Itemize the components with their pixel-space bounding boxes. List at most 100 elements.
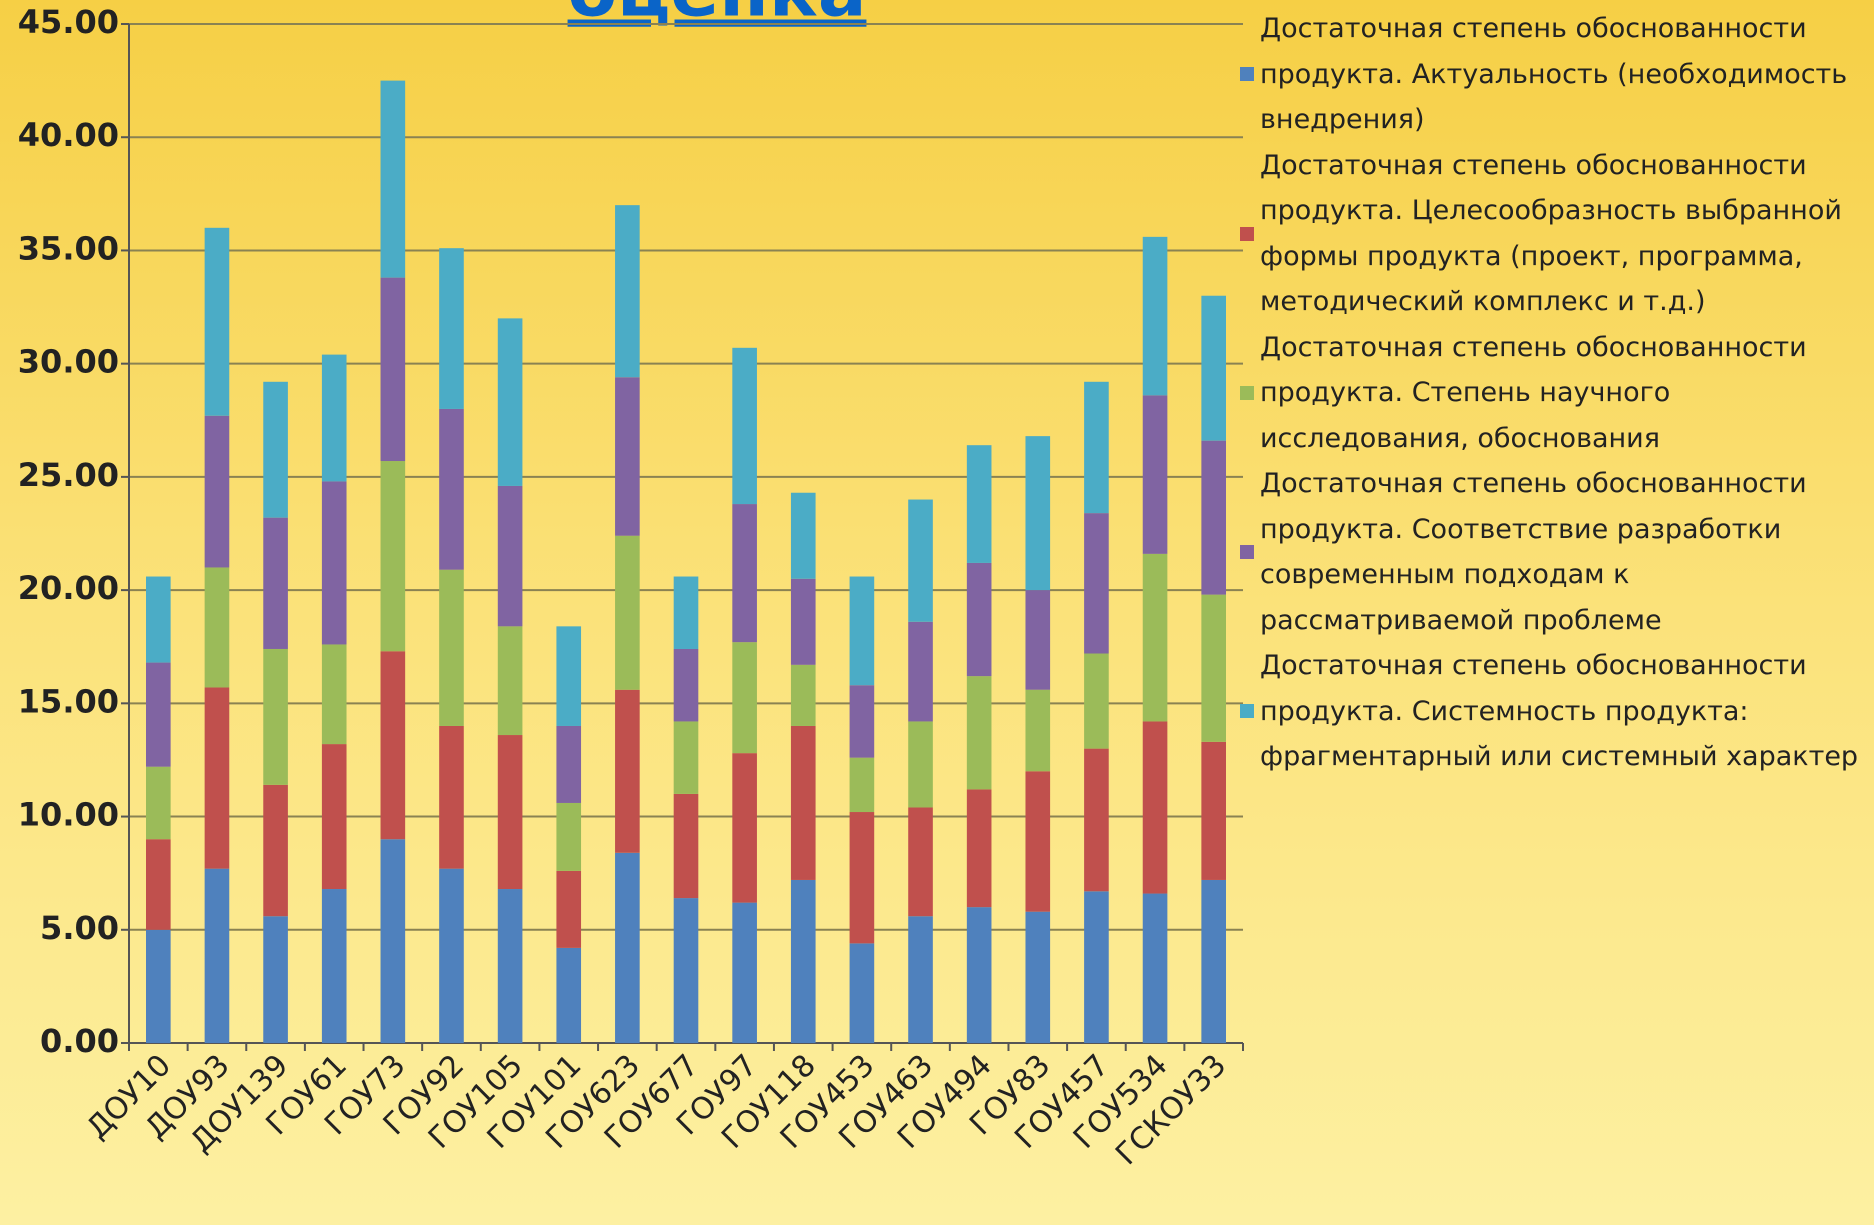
- bar-segment: [1142, 236, 1168, 396]
- bar-segment: [1142, 395, 1168, 554]
- bar-segment: [790, 492, 816, 579]
- bar-segment: [615, 205, 640, 378]
- bar-segment: [321, 889, 347, 1043]
- y-tick-label: 15.00: [18, 682, 119, 720]
- bar-segment: [380, 651, 406, 840]
- bar-segment: [908, 916, 933, 1043]
- bar-segment: [790, 578, 816, 665]
- bar-segment: [673, 898, 699, 1043]
- bar-segment: [380, 277, 406, 462]
- bar-segment: [380, 80, 406, 278]
- bar-segment: [732, 902, 757, 1043]
- bar-segment: [849, 812, 875, 944]
- bar-segment: [615, 852, 640, 1043]
- bar-segment: [263, 916, 288, 1043]
- bar-segment: [673, 576, 699, 649]
- y-tick-label: 0.00: [40, 1022, 119, 1060]
- legend-entry: Достаточная степень обоснованности проду…: [1240, 143, 1874, 325]
- bar-segment: [790, 725, 816, 880]
- bar-segment: [556, 626, 582, 726]
- bar-segment: [1142, 721, 1168, 894]
- legend-label: Достаточная степень обоснованности проду…: [1260, 331, 1807, 454]
- bar-segment: [1201, 879, 1226, 1043]
- bar-segment: [204, 415, 230, 568]
- bar-segment: [1025, 590, 1051, 690]
- bar-segment: [1201, 295, 1226, 441]
- y-tick-label: 10.00: [18, 796, 119, 834]
- bar-segment: [1025, 436, 1051, 591]
- y-tick-label: 20.00: [18, 569, 119, 607]
- y-tick-label: 25.00: [18, 456, 119, 494]
- bar-segment: [1201, 440, 1226, 595]
- bar-segment: [615, 377, 640, 536]
- bar-segment: [439, 725, 464, 869]
- bar-segment: [497, 485, 523, 627]
- legend-label: Достаточная степень обоснованности проду…: [1260, 13, 1848, 135]
- bar-segment: [1025, 771, 1051, 912]
- bar-segment: [1025, 689, 1051, 772]
- bar-segment: [380, 839, 406, 1043]
- bar-segment: [1084, 653, 1109, 749]
- bar-segment: [790, 664, 816, 726]
- bar-segment: [321, 354, 347, 482]
- bar-segment: [321, 744, 347, 890]
- bar-segment: [556, 947, 582, 1043]
- legend-label: Достаточная степень обоснованности проду…: [1260, 650, 1859, 772]
- bar-segment: [497, 889, 523, 1043]
- bar-segment: [380, 461, 406, 652]
- bar-segment: [204, 687, 230, 869]
- bar-segment: [615, 535, 640, 690]
- bar-segment: [732, 347, 757, 505]
- bar-segment: [732, 642, 757, 754]
- bar-segment: [673, 721, 699, 794]
- bar-segment: [908, 499, 933, 622]
- bar-segment: [966, 789, 992, 908]
- bar-segment: [263, 784, 288, 917]
- bar-segment: [263, 381, 288, 518]
- bar-segment: [849, 757, 875, 813]
- bar-segment: [263, 517, 288, 649]
- bar-segment: [908, 807, 933, 917]
- bar-segment: [966, 445, 992, 563]
- bar-segment: [146, 839, 171, 930]
- bar-segment: [1201, 594, 1226, 742]
- bar-segment: [849, 943, 875, 1043]
- bar-segment: [1142, 553, 1168, 722]
- y-tick-label: 35.00: [18, 229, 119, 267]
- bar-segment: [908, 721, 933, 808]
- bar-segment: [497, 735, 523, 890]
- bar-segment: [204, 227, 230, 416]
- bar-segment: [673, 648, 699, 722]
- bar-segment: [908, 621, 933, 722]
- bar-segment: [321, 644, 347, 745]
- bar-segment: [1084, 748, 1109, 892]
- legend-swatch: [1240, 704, 1254, 719]
- bar-segment: [146, 766, 171, 840]
- y-tick-label: 45.00: [18, 3, 119, 41]
- y-tick-label: 40.00: [18, 116, 119, 154]
- legend-label: Достаточная степень обоснованности проду…: [1260, 149, 1842, 318]
- chart-title: оценка: [568, 0, 867, 33]
- bar-segment: [439, 248, 464, 409]
- legend-swatch: [1240, 67, 1254, 82]
- bar-segment: [556, 802, 582, 871]
- bar-segment: [497, 626, 523, 736]
- bar-segment: [439, 569, 464, 726]
- bar-segment: [263, 648, 288, 785]
- bar-segment: [673, 793, 699, 899]
- bar-segment: [321, 481, 347, 645]
- bar-segment: [204, 868, 230, 1043]
- bar-segment: [1084, 513, 1109, 654]
- legend-entry: Достаточная степень обоснованности проду…: [1240, 6, 1874, 143]
- bar-segment: [849, 685, 875, 758]
- y-tick-label: 5.00: [40, 909, 119, 947]
- bar-segment: [1201, 741, 1226, 880]
- legend-entry: Достаточная степень обоснованности проду…: [1240, 325, 1874, 462]
- bar-segment: [1084, 891, 1109, 1043]
- bar-segment: [439, 868, 464, 1043]
- bar-segment: [146, 929, 171, 1043]
- bar-segment: [146, 662, 171, 767]
- bar-segment: [615, 689, 640, 853]
